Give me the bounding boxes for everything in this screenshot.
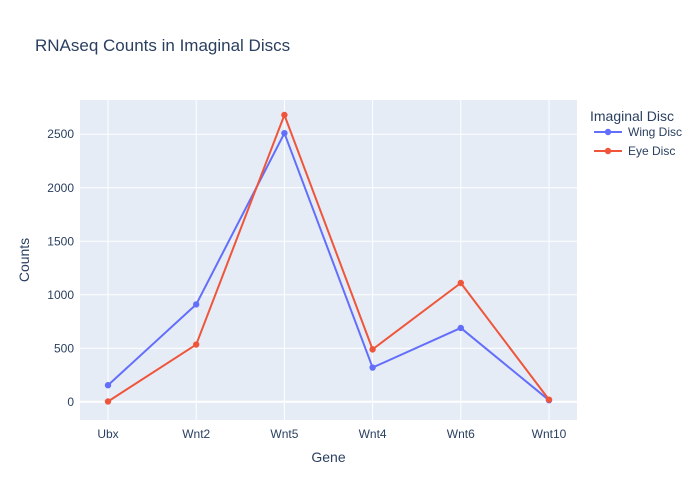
data-point[interactable]: [369, 346, 376, 353]
y-tick-label: 2000: [47, 181, 74, 195]
y-tick-label: 0: [67, 395, 74, 409]
data-point[interactable]: [545, 396, 553, 403]
chart-title: RNAseq Counts in Imaginal Discs: [35, 36, 290, 55]
x-axis-title: Gene: [311, 449, 345, 465]
legend-label: Eye Disc: [628, 144, 675, 158]
x-tick-label: Wnt5: [270, 427, 298, 441]
data-point[interactable]: [193, 301, 200, 308]
data-point[interactable]: [104, 398, 112, 405]
x-axis-ticks: Ubx Wnt2 Wnt5 Wnt4 Wnt6 Wnt10: [97, 427, 566, 441]
data-point[interactable]: [457, 324, 464, 332]
x-tick-label: Wnt4: [359, 427, 387, 441]
gridlines: [80, 100, 577, 420]
y-axis-ticks: 0 500 1000 1500 2000 2500: [47, 127, 74, 409]
series-line: [107, 113, 550, 403]
series-line: [107, 132, 550, 401]
x-tick-label: Wnt2: [182, 427, 210, 441]
series-group: [104, 111, 553, 405]
y-tick-label: 1500: [47, 234, 74, 248]
legend-label: Wing Disc: [628, 125, 682, 139]
y-axis-title: Counts: [16, 238, 32, 282]
legend-item[interactable]: Eye Disc: [594, 144, 675, 158]
data-point[interactable]: [104, 382, 112, 389]
legend-marker: [604, 128, 612, 136]
data-point[interactable]: [457, 279, 464, 287]
x-tick-label: Ubx: [97, 427, 118, 441]
series-eye-disc: [104, 111, 553, 405]
data-point[interactable]: [281, 111, 288, 119]
legend[interactable]: Imaginal Disc Wing Disc Eye Disc: [590, 108, 682, 158]
x-tick-label: Wnt6: [447, 427, 475, 441]
data-point[interactable]: [193, 341, 200, 348]
legend-title: Imaginal Disc: [590, 108, 674, 124]
legend-marker: [604, 147, 612, 155]
legend-item[interactable]: Wing Disc: [594, 125, 682, 139]
y-tick-label: 1000: [47, 288, 74, 302]
y-tick-label: 2500: [47, 127, 74, 141]
data-point[interactable]: [369, 364, 376, 371]
y-tick-label: 500: [54, 341, 74, 355]
x-tick-label: Wnt10: [532, 427, 567, 441]
data-point[interactable]: [281, 129, 288, 137]
